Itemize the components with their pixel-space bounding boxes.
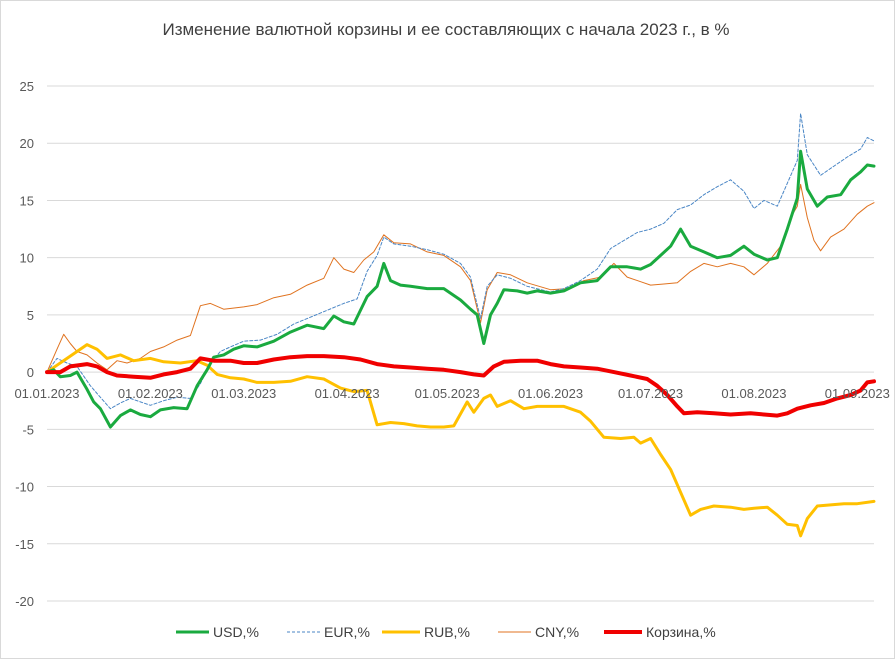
y-tick-label: 15	[20, 193, 34, 208]
x-tick-label: 01.06.2023	[518, 386, 583, 401]
series-line-1	[45, 149, 876, 429]
y-tick-label: -10	[15, 480, 34, 495]
x-tick-label: 01.08.2023	[721, 386, 786, 401]
legend-label: Корзина,%	[646, 624, 716, 640]
x-tick-label: 01.01.2023	[14, 386, 79, 401]
x-tick-label: 01.07.2023	[618, 386, 683, 401]
y-tick-label: -15	[15, 537, 34, 552]
series-line-4	[46, 183, 875, 373]
x-tick-label: 01.09.2023	[825, 386, 890, 401]
series-line-3	[45, 343, 876, 538]
y-tick-label: -20	[15, 594, 34, 609]
y-tick-label: 5	[27, 308, 34, 323]
y-tick-label: 10	[20, 251, 34, 266]
x-tick-label: 01.04.2023	[315, 386, 380, 401]
legend-label: USD,%	[213, 624, 259, 640]
legend: USD,% EUR,% RUB,% CNY,% Корзина,%	[176, 624, 716, 640]
x-axis-ticks: 01.01.2023 01.02.2023 01.03.2023 01.04.2023…	[14, 386, 889, 401]
legend-label: RUB,%	[424, 624, 470, 640]
y-tick-label: -5	[22, 422, 34, 437]
x-tick-label: 01.03.2023	[211, 386, 276, 401]
series-line-5	[45, 354, 876, 418]
gridlines	[47, 85, 874, 602]
y-tick-label: 20	[20, 136, 34, 151]
x-tick-label: 01.02.2023	[118, 386, 183, 401]
y-tick-label: 25	[20, 79, 34, 94]
series-lines	[45, 113, 876, 538]
x-tick-label: 01.05.2023	[415, 386, 480, 401]
legend-label: CNY,%	[535, 624, 579, 640]
legend-label: EUR,%	[324, 624, 370, 640]
y-tick-label: 0	[27, 365, 34, 380]
y-axis-ticks: -20 -15 -10 -5 0 5 10 15 20 25	[15, 79, 34, 609]
chart-title: Изменение валютной корзины и ее составля…	[162, 20, 729, 39]
series-line-2	[46, 113, 875, 410]
